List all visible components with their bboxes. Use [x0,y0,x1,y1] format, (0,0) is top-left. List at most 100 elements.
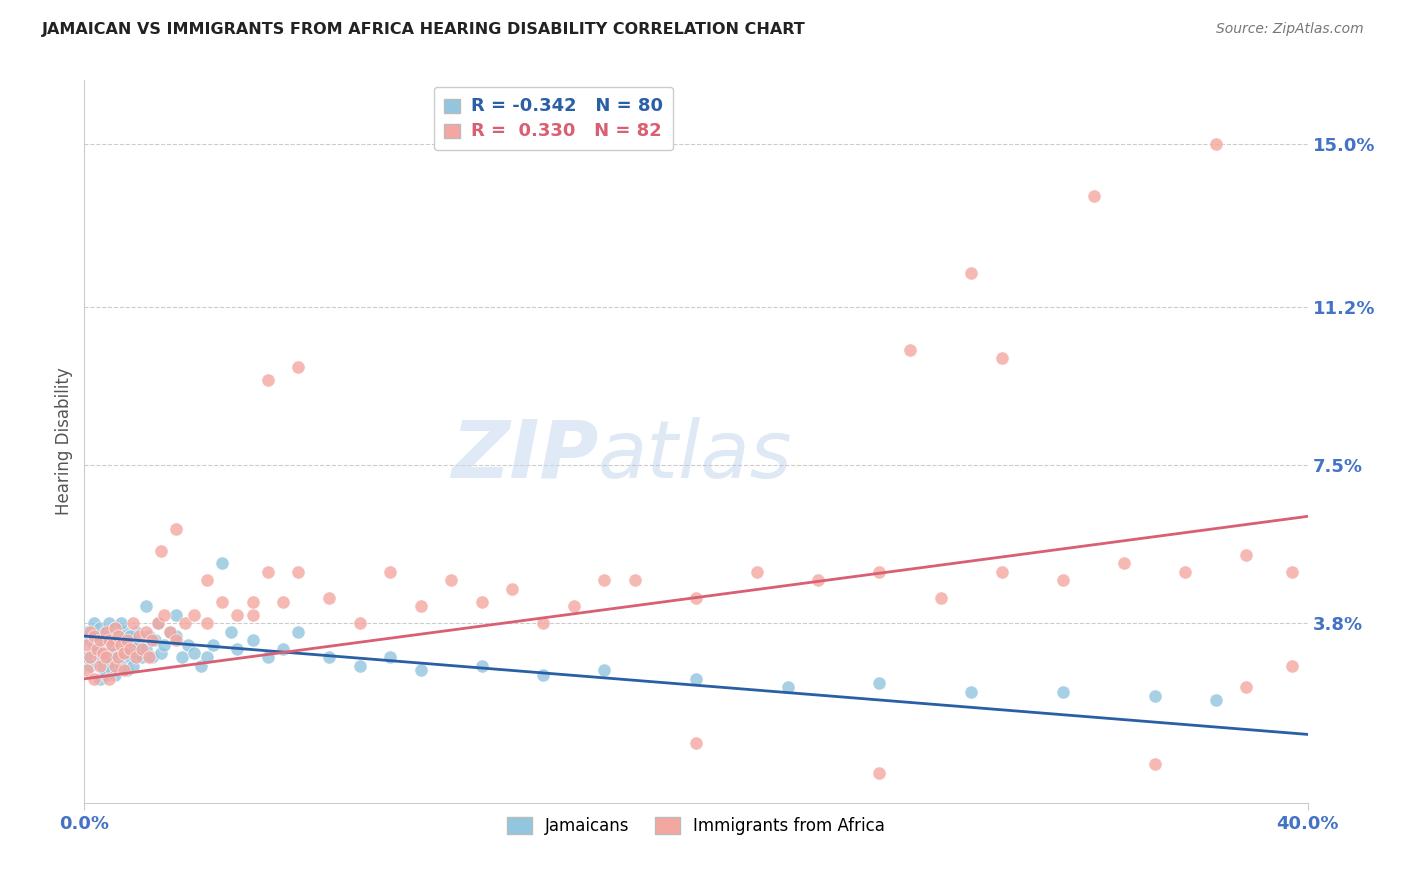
Text: atlas: atlas [598,417,793,495]
Point [960,684,983,698]
Point [141,650,163,665]
Point [128,629,150,643]
Point [101,638,124,652]
Point [89,659,111,673]
Point [159,624,181,639]
Point [593,663,616,677]
Point [112,663,135,677]
Point [107,629,129,643]
Point [112,624,135,639]
Point [165,629,187,643]
Point [898,343,921,357]
Point [195,574,218,588]
Point [1114,557,1136,571]
Point [159,624,181,639]
Point [131,641,153,656]
Point [97,655,120,669]
Point [211,557,233,571]
Point [562,599,585,614]
Point [79,624,101,639]
Point [172,650,194,665]
Point [409,663,432,677]
Point [153,607,176,622]
Point [287,359,309,374]
Point [685,591,707,605]
Point [120,629,142,643]
Point [624,574,647,588]
Point [1281,659,1303,673]
Point [242,607,264,622]
Legend: Jamaicans, Immigrants from Africa: Jamaicans, Immigrants from Africa [501,810,891,841]
Point [195,650,218,665]
Point [318,591,340,605]
Point [440,574,463,588]
Point [1143,689,1166,703]
Point [242,595,264,609]
Point [89,650,111,665]
Point [110,616,132,631]
Point [83,616,105,631]
Point [91,633,114,648]
Point [89,672,111,686]
Point [94,650,117,665]
Point [79,633,101,648]
Point [107,629,129,643]
Point [122,659,145,673]
Point [86,641,108,656]
Point [1205,137,1227,152]
Point [349,616,371,631]
Point [110,659,132,673]
Point [138,629,160,643]
Point [165,633,187,648]
Point [747,565,769,579]
Point [271,641,294,656]
Point [97,672,120,686]
Point [86,641,108,656]
Point [149,543,172,558]
Point [190,659,212,673]
Point [991,565,1014,579]
Point [104,620,127,634]
Point [165,607,187,622]
Point [195,616,218,631]
Point [257,373,280,387]
Point [83,672,105,686]
Text: JAMAICAN VS IMMIGRANTS FROM AFRICA HEARING DISABILITY CORRELATION CHART: JAMAICAN VS IMMIGRANTS FROM AFRICA HEARI… [42,22,806,37]
Point [271,595,294,609]
Point [104,620,127,634]
Point [141,633,163,648]
Point [183,646,205,660]
Point [146,616,169,631]
Point [76,624,98,639]
Point [94,646,117,660]
Point [128,638,150,652]
Point [91,659,114,673]
Point [201,638,224,652]
Point [685,736,707,750]
Point [409,599,432,614]
Point [91,646,114,660]
Point [1052,574,1074,588]
Point [135,599,157,614]
Point [287,624,309,639]
Point [101,663,124,677]
Point [1083,188,1105,202]
Point [211,595,233,609]
Point [94,624,117,639]
Point [177,638,200,652]
Point [120,641,142,656]
Point [115,638,138,652]
Point [79,650,101,665]
Point [219,624,242,639]
Point [1143,757,1166,772]
Point [257,650,280,665]
Point [97,629,120,643]
Point [76,650,98,665]
Point [125,646,148,660]
Point [1205,693,1227,707]
Point [115,663,138,677]
Point [120,629,142,643]
Point [593,574,616,588]
Point [183,607,205,622]
Point [991,351,1014,366]
